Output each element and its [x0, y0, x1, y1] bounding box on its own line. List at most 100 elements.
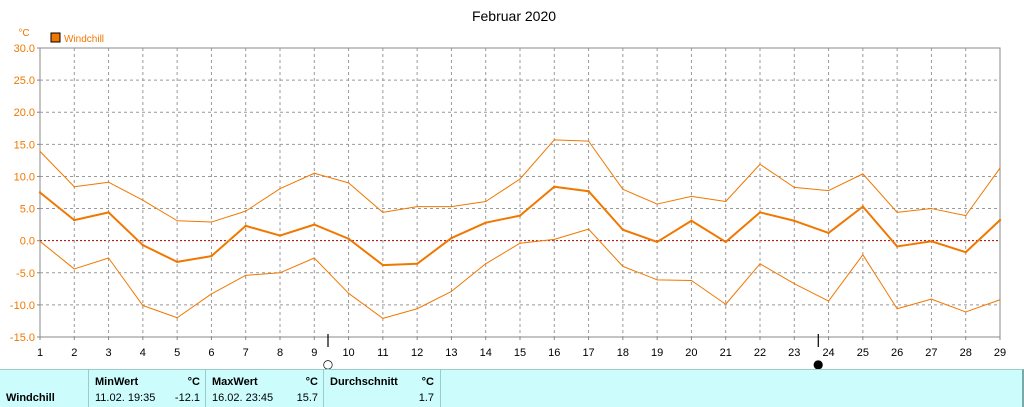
- data-point-min: [759, 263, 761, 265]
- data-point-mean: [484, 221, 487, 224]
- x-tick-label: 3: [106, 347, 112, 359]
- x-tick-label: 25: [857, 347, 869, 359]
- data-point-max: [862, 173, 864, 175]
- x-tick-label: 1: [37, 347, 43, 359]
- x-tick-label: 27: [925, 347, 937, 359]
- x-tick-label: 20: [685, 347, 697, 359]
- max-datetime: 16.02. 23:45: [212, 392, 274, 404]
- data-point-max: [725, 200, 727, 203]
- x-tick-label: 11: [377, 347, 388, 359]
- data-point-min: [485, 263, 487, 265]
- min-title: MinWert: [95, 376, 139, 388]
- data-point-mean: [758, 211, 762, 214]
- data-point-min: [553, 238, 555, 240]
- data-point-mean: [347, 237, 350, 240]
- x-tick-label: 2: [71, 347, 77, 359]
- x-tick-label: 23: [788, 347, 800, 359]
- min-unit: °C: [187, 376, 200, 388]
- y-tick-label: -15.0: [10, 332, 35, 344]
- y-tick-label: 30.0: [14, 43, 35, 55]
- data-point-min: [245, 274, 247, 276]
- data-point-min: [656, 279, 658, 281]
- x-tick-label: 16: [548, 347, 560, 359]
- data-point-min: [176, 317, 178, 319]
- data-point-mean: [553, 185, 556, 188]
- data-point-max: [827, 189, 830, 192]
- data-point-min: [313, 257, 315, 259]
- data-point-max: [793, 186, 795, 188]
- legend: Windchill: [50, 32, 104, 45]
- data-point-min: [210, 293, 213, 295]
- data-point-min: [279, 272, 281, 274]
- data-point-mean: [278, 234, 282, 237]
- x-tick-label: 10: [342, 347, 354, 359]
- max-unit: °C: [305, 376, 318, 388]
- y-tick-label: -5.0: [16, 268, 35, 280]
- data-point-min: [347, 292, 350, 294]
- data-point-mean: [244, 224, 247, 228]
- stats-row-label: Windchill: [6, 392, 55, 404]
- data-point-max: [142, 199, 144, 201]
- y-tick-label: 10.0: [14, 171, 35, 183]
- data-point-mean: [587, 190, 590, 193]
- x-tick-label: 17: [582, 347, 594, 359]
- data-point-max: [587, 140, 590, 142]
- x-tick-label: 8: [277, 347, 283, 359]
- data-point-mean: [690, 219, 693, 222]
- data-point-mean: [313, 223, 316, 226]
- data-point-min: [107, 257, 110, 259]
- data-point-mean: [381, 263, 385, 267]
- data-point-min: [622, 265, 624, 267]
- x-tick-label: 28: [960, 347, 972, 359]
- x-tick-label: 5: [174, 347, 180, 359]
- data-point-mean: [450, 236, 453, 240]
- data-point-max: [39, 150, 41, 152]
- data-point-max: [965, 215, 967, 217]
- y-axis-unit: °C: [18, 28, 29, 39]
- data-point-max: [107, 181, 110, 183]
- data-point-max: [690, 195, 693, 197]
- chart-title: Februar 2020: [472, 8, 556, 24]
- data-point-max: [416, 206, 418, 208]
- data-point-mean: [621, 228, 625, 231]
- data-point-min: [587, 228, 590, 230]
- data-point-mean: [793, 219, 796, 222]
- min-datetime: 11.02. 19:35: [95, 392, 156, 404]
- data-point-max: [553, 139, 555, 141]
- legend-label: Windchill: [64, 34, 104, 45]
- x-tick-label: 18: [617, 347, 629, 359]
- data-point-mean: [107, 211, 110, 214]
- data-point-min: [450, 290, 453, 293]
- data-point-min: [930, 298, 933, 300]
- data-point-max: [759, 163, 761, 165]
- x-tick-label: 9: [311, 347, 317, 359]
- data-point-min: [39, 240, 41, 242]
- chart: Februar 2020 °C Windchill 30.025.020.015…: [10, 8, 1006, 369]
- y-tick-label: 20.0: [14, 107, 35, 119]
- data-point-mean: [930, 240, 933, 243]
- x-tick-label: 15: [514, 347, 526, 359]
- data-point-mean: [210, 254, 213, 258]
- data-point-max: [245, 210, 247, 212]
- x-tick-label: 13: [445, 347, 457, 359]
- data-point-min: [827, 300, 830, 302]
- x-tick-label: 6: [208, 347, 214, 359]
- data-point-mean: [827, 231, 830, 235]
- x-tick-label: 22: [754, 347, 766, 359]
- x-tick-label: 14: [480, 347, 492, 359]
- data-point-min: [73, 268, 75, 270]
- data-point-min: [382, 317, 384, 319]
- x-tick-label: 4: [140, 347, 146, 359]
- data-point-mean: [964, 251, 967, 254]
- data-point-min: [416, 308, 418, 310]
- x-tick-labels: 1 2 3 4 5 6 7 8 9 10 11 12 13 14 15 16 17 18 19 20 21 22 23 24 2…: [37, 337, 1006, 359]
- data-point-max: [896, 211, 898, 214]
- data-point-min: [142, 304, 144, 307]
- data-point-min: [725, 303, 727, 305]
- series-lines: [38, 139, 1002, 319]
- y-tick-label: 0.0: [20, 236, 35, 248]
- data-point-max: [176, 220, 178, 222]
- data-point-min: [896, 308, 898, 310]
- max-value: 15.7: [296, 392, 318, 404]
- data-point-max: [519, 178, 521, 180]
